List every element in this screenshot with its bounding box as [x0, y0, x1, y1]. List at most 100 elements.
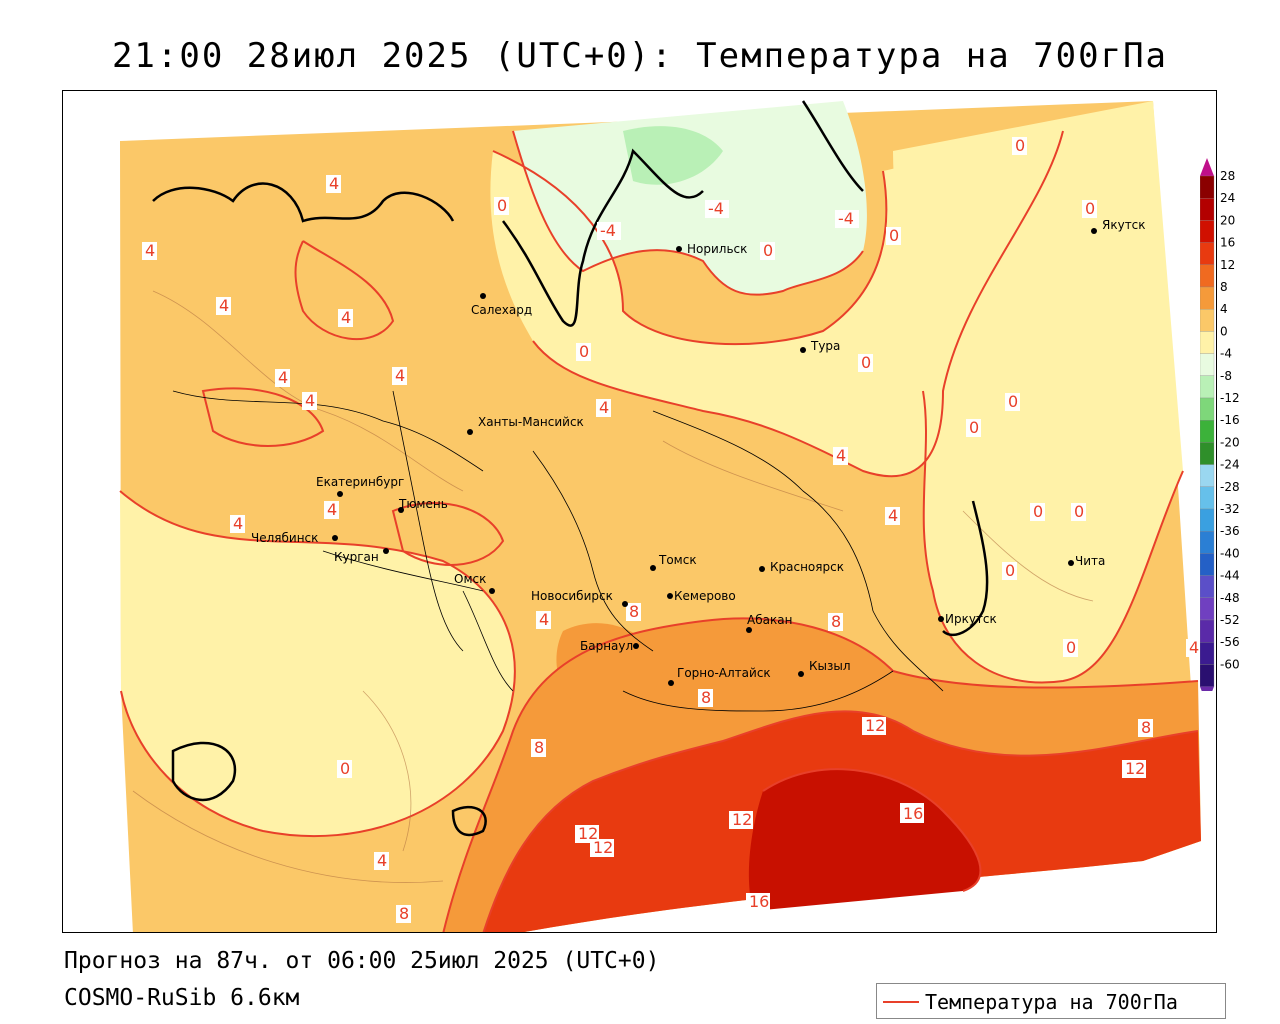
isotherm-label-bg — [575, 825, 599, 843]
isotherm-label: 0 — [969, 418, 979, 437]
city-label: Омск — [454, 572, 486, 586]
city-marker — [332, 535, 338, 541]
isotherm-label: 12 — [732, 810, 752, 829]
colorbar-tick-label: 28 — [1220, 169, 1235, 183]
isotherm-label-bg — [1063, 639, 1078, 657]
colorbar-swatch — [1200, 242, 1215, 265]
colorbar-tick-label: -36 — [1220, 524, 1240, 538]
colorbar-swatch — [1200, 464, 1215, 487]
isotherm-label-bg — [705, 200, 729, 218]
colorbar-swatch — [1200, 286, 1215, 310]
forecast-info: Прогноз на 87ч. от 06:00 25июл 2025 (UTC… — [64, 948, 660, 974]
colorbar-tick-label: 8 — [1220, 280, 1228, 294]
colorbar: 28 24 20 16 12 8 4 0 -4 -8 -12 -16 -20 -24 -28 -32 -36 -4… — [1200, 158, 1240, 691]
isotherm-label-bg — [729, 811, 753, 829]
colorbar-swatch — [1200, 597, 1215, 621]
isotherm-label-bg — [324, 501, 339, 519]
isotherm-label: 4 — [327, 500, 337, 519]
isotherm-label-bg — [900, 805, 924, 823]
isotherm-label-bg — [1186, 639, 1201, 657]
city-label: Кемерово — [674, 589, 736, 603]
colorbar-swatch — [1200, 353, 1215, 376]
colorbar-swatch — [1200, 575, 1215, 598]
colorbar-tick-label: 12 — [1220, 258, 1235, 272]
city-marker — [667, 593, 673, 599]
isotherm-label-bg — [1071, 503, 1086, 521]
isotherm-label-bg — [302, 392, 317, 410]
isotherm-label: 16 — [903, 804, 923, 823]
isotherm-label: 4 — [377, 851, 387, 870]
isotherm-lines — [119, 130, 1199, 932]
isotherm-label-bg — [1005, 393, 1020, 411]
isotherm-label-bg — [1002, 562, 1017, 580]
field-zone-0-4-east — [893, 101, 1183, 683]
isotherm-label-bg — [576, 343, 591, 361]
colorbar-tick-label: -48 — [1220, 591, 1240, 605]
isotherm-label-bg — [392, 367, 407, 385]
isotherm-label-bg — [326, 175, 341, 193]
city-label: Новосибирск — [531, 589, 613, 603]
isotherm-label: 0 — [1015, 136, 1025, 155]
city-label: Курган — [334, 550, 379, 564]
isotherm-label: -4 — [838, 209, 854, 228]
colorbar-swatch — [1200, 309, 1215, 332]
isotherm-label: -4 — [600, 221, 616, 240]
city-marker — [383, 548, 389, 554]
colorbar-swatch — [1200, 420, 1215, 443]
colorbar-tick-label: 20 — [1220, 213, 1235, 227]
isotherm-label: 12 — [1125, 759, 1145, 778]
colorbar-tick-label: -4 — [1220, 347, 1232, 361]
colorbar-tick-label: 0 — [1220, 324, 1228, 338]
city-label: Якутск — [1102, 218, 1146, 232]
isotherm-label: 4 — [341, 308, 351, 327]
colorbar-tick-label: -24 — [1220, 458, 1240, 472]
city-marker — [480, 293, 486, 299]
colorbar-swatch — [1200, 642, 1215, 665]
city-marker — [650, 565, 656, 571]
colorbar-swatch — [1200, 442, 1215, 465]
colorbar-tick-label: -52 — [1220, 613, 1240, 627]
isotherm-label: 12 — [578, 824, 598, 843]
isotherm-label: 4 — [836, 446, 846, 465]
isotherm-label: 12 — [865, 716, 885, 735]
isotherm-label: 0 — [1033, 502, 1043, 521]
isotherm-label: 0 — [497, 196, 507, 215]
isotherm-label: 0 — [1085, 199, 1095, 218]
colorbar-cap-bottom — [1200, 686, 1214, 691]
colorbar-tick-label: -44 — [1220, 569, 1240, 583]
isotherm-label-bg — [597, 222, 621, 240]
secondary-contours — [132, 290, 1094, 883]
isotherm-label: 4 — [145, 241, 155, 260]
city-label: Иркутск — [945, 612, 997, 626]
isotherm-label-bg — [230, 515, 245, 533]
isotherm-label: 0 — [1074, 502, 1084, 521]
isotherm-label: 8 — [534, 738, 544, 757]
isotherm-label: 8 — [1141, 718, 1151, 737]
colorbar-cap-top — [1200, 158, 1214, 176]
city-label: Тюмень — [398, 497, 448, 511]
isotherm-label-bg — [275, 369, 290, 387]
isotherm-label: 4 — [278, 368, 288, 387]
colorbar-swatch — [1200, 175, 1215, 199]
colorbar-tick-label: -20 — [1220, 435, 1240, 449]
isotherm-label-bg — [698, 689, 713, 707]
colorbar-tick-label: -8 — [1220, 369, 1232, 383]
isotherm-label: 4 — [539, 610, 549, 629]
colorbar-tick-label: -40 — [1220, 546, 1240, 560]
city-marker — [1068, 560, 1074, 566]
legend-label: Температура на 700гПа — [925, 990, 1178, 1014]
isotherm-label: 0 — [861, 353, 871, 372]
isotherm-label-bg — [626, 603, 641, 621]
isotherm-label: 0 — [1008, 392, 1018, 411]
isotherm-label-bg — [494, 197, 509, 215]
isotherm-label-bg — [828, 613, 843, 631]
isotherm-label-bg — [746, 893, 770, 911]
isotherm-label-bg — [142, 242, 157, 260]
isotherm-label: -4 — [708, 199, 724, 218]
legend: Температура на 700гПа — [876, 983, 1226, 1019]
isotherm-label-bg — [531, 739, 546, 757]
isotherm-label-bg — [885, 507, 900, 525]
city-label: Салехард — [471, 303, 532, 317]
isotherm-label: 4 — [219, 296, 229, 315]
isotherm-label-bg — [1012, 137, 1027, 155]
